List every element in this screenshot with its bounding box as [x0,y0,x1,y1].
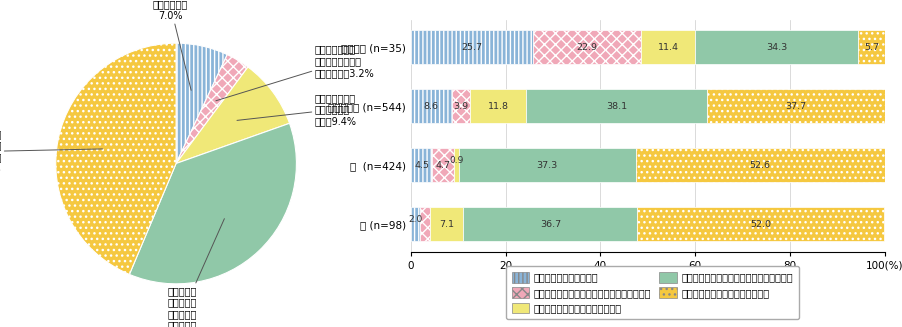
Bar [695,30,857,64]
Wedge shape [56,43,176,274]
Wedge shape [176,55,248,164]
Bar [857,30,884,64]
Bar [410,89,451,123]
Text: 11.4: 11.4 [657,43,678,52]
Text: 2.0: 2.0 [408,215,422,224]
Text: 52.0: 52.0 [750,220,770,229]
Bar [454,148,458,182]
Bar [432,148,454,182]
Text: 4.5: 4.5 [414,161,428,170]
Text: 3.9: 3.9 [453,102,468,111]
Bar [429,207,463,241]
Bar [451,89,470,123]
Text: 8.6: 8.6 [423,102,438,111]
Text: 関心があり、情
報収集段階で
ある、9.4%: 関心があり、情 報収集段階で ある、9.4% [236,93,356,126]
Bar [635,148,884,182]
Bar [420,207,429,241]
Text: 37.3: 37.3 [536,161,557,170]
Bar [463,207,637,241]
Bar [637,207,883,241]
Bar [410,30,532,64]
Text: 7.1: 7.1 [438,220,454,229]
Bar [526,89,706,123]
Wedge shape [129,123,296,284]
Bar [410,148,432,182]
Text: 0.9: 0.9 [449,156,464,165]
Text: 取組を進める方
向で、具体的に検
討している、3.2%: 取組を進める方 向で、具体的に検 討している、3.2% [216,44,373,101]
Text: 関心はなく、
取組も行っ
ていない、
43.7%: 関心はなく、 取組も行っ ていない、 43.7% [0,129,103,174]
Text: 関心はある
が、特段の
取組は行っ
ていない、
36.8%: 関心はある が、特段の 取組は行っ ていない、 36.8% [167,219,224,327]
Text: 25.7: 25.7 [461,43,482,52]
Text: 38.1: 38.1 [605,102,626,111]
Text: 11.8: 11.8 [487,102,508,111]
Bar [640,30,695,64]
Text: 5.7: 5.7 [863,43,878,52]
Wedge shape [176,67,290,164]
Bar [470,89,526,123]
Text: 36.7: 36.7 [539,220,560,229]
Text: 4.7: 4.7 [436,161,450,170]
Text: 22.9: 22.9 [575,43,597,52]
Bar [706,89,885,123]
Text: 37.7: 37.7 [785,102,805,111]
Wedge shape [176,43,227,164]
Bar [458,148,635,182]
Text: 52.6: 52.6 [749,161,770,170]
Bar [410,207,420,241]
Text: 34.3: 34.3 [765,43,787,52]
Legend: 既に取組を推進している, 取組を進める方向で、具体的に検討している, 関心があり、情報収集段階である, 関心はあるが、特段の取組は行っていない, 関心はなく、取: 既に取組を推進している, 取組を進める方向で、具体的に検討している, 関心があり… [505,266,798,319]
Text: 既に取組を
進している、
7.0%: 既に取組を 進している、 7.0% [152,0,191,90]
Bar [532,30,640,64]
